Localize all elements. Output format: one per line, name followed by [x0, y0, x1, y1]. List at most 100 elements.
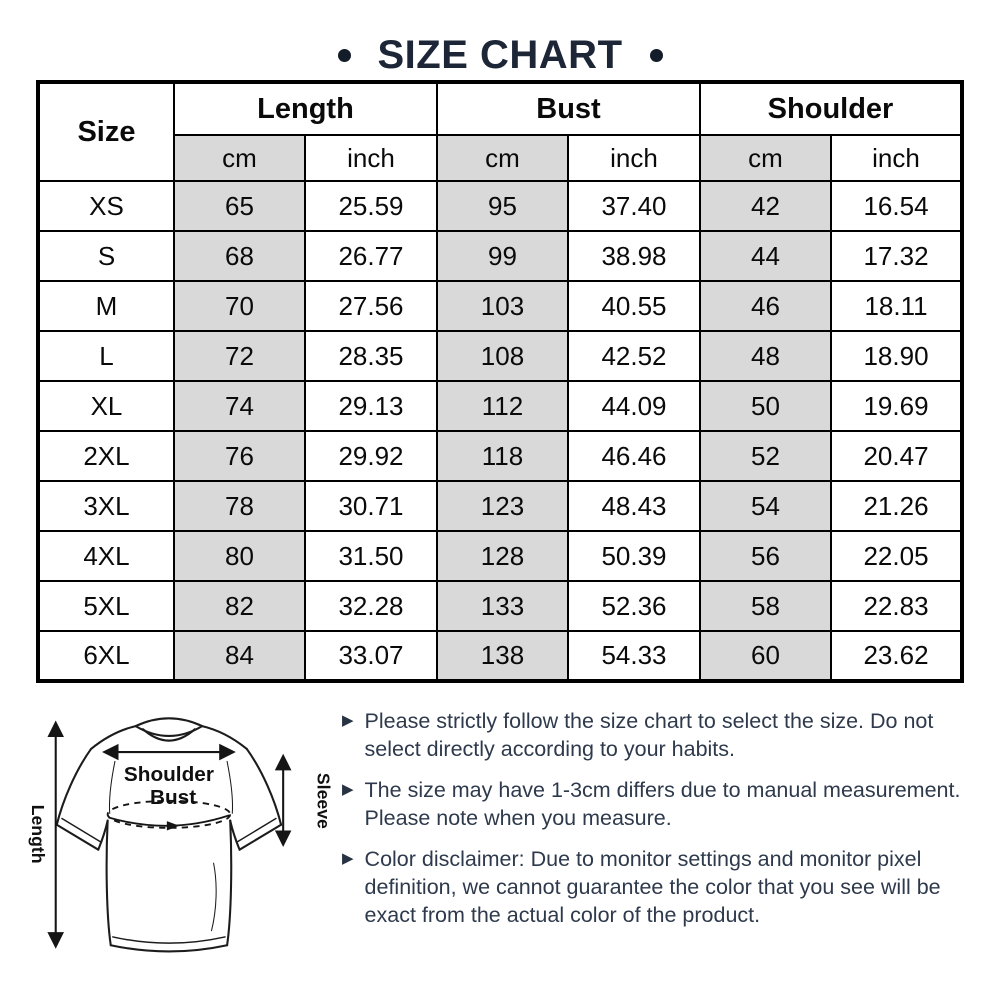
shoulder-inch-cell: 18.90	[829, 330, 964, 382]
length-cm-cell: 80	[172, 530, 306, 582]
shoulder-cm-cell: 42	[699, 180, 832, 232]
unit-header-shoulder-inch: inch	[829, 134, 964, 182]
table-row-s: S 68 26.77 99 38.98 44 17.32	[36, 230, 964, 282]
length-cm-cell: 76	[172, 430, 306, 482]
length-cm-cell: 78	[172, 480, 306, 532]
triangle-bullet-icon: ▶	[342, 781, 354, 798]
bust-cm-cell: 95	[435, 180, 569, 232]
length-inch-cell: 30.71	[303, 480, 438, 532]
bust-cm-cell: 108	[435, 330, 569, 382]
shoulder-inch-cell: 16.54	[829, 180, 964, 232]
length-inch-cell: 27.56	[303, 280, 438, 332]
column-group-bust: Bust	[435, 81, 702, 136]
tshirt-outline-icon	[55, 717, 283, 953]
bust-cm-cell: 118	[435, 430, 569, 482]
title-left-dot-icon	[337, 48, 351, 62]
note-item-color-disclaimer: ▶ Color disclaimer: Due to monitor setti…	[342, 845, 962, 929]
shoulder-cm-cell: 56	[699, 530, 832, 582]
shoulder-cm-cell: 46	[699, 280, 832, 332]
column-group-shoulder: Shoulder	[698, 81, 964, 136]
shoulder-inch-cell: 17.32	[829, 230, 964, 282]
table-row-4xl: 4XL 80 31.50 128 50.39 56 22.05	[36, 530, 964, 582]
bust-cm-cell: 112	[435, 380, 569, 432]
table-group-header-row: Size Length Bust Shoulder	[36, 81, 964, 182]
shoulder-cm-cell: 50	[699, 380, 832, 432]
length-inch-cell: 25.59	[303, 180, 438, 232]
shoulder-cm-cell: 58	[699, 580, 832, 632]
length-inch-cell: 26.77	[303, 230, 438, 282]
length-inch-cell: 29.13	[303, 380, 438, 432]
table-row-l: L 72 28.35 108 42.52 48 18.90	[36, 330, 964, 382]
bust-cm-cell: 138	[435, 630, 569, 682]
bust-inch-cell: 50.39	[566, 530, 702, 582]
bust-inch-cell: 44.09	[566, 380, 702, 432]
table-row-2xl: 2XL 76 29.92 118 46.46 52 20.47	[36, 430, 964, 482]
shoulder-label: Shoulder	[124, 763, 214, 786]
shoulder-inch-cell: 19.69	[829, 380, 964, 432]
table-row-6xl: 6XL 84 33.07 138 54.33 60 23.62	[36, 630, 964, 682]
bust-inch-cell: 40.55	[566, 280, 702, 332]
length-cm-cell: 72	[172, 330, 306, 382]
table-row-xs: XS 65 25.59 95 37.40 42 16.54	[36, 180, 964, 232]
column-header-size: Size	[36, 81, 175, 182]
bust-inch-cell: 37.40	[566, 180, 702, 232]
length-cm-cell: 70	[172, 280, 306, 332]
unit-header-bust-inch: inch	[566, 134, 702, 182]
size-table: Size Length Bust Shoulder cm inch cm inc…	[35, 80, 965, 683]
triangle-bullet-icon: ▶	[342, 850, 354, 867]
bust-cm-cell: 103	[435, 280, 569, 332]
note-item-manual-measurement: ▶ The size may have 1-3cm differs due to…	[342, 776, 962, 832]
bust-inch-cell: 42.52	[566, 330, 702, 382]
length-cm-cell: 84	[172, 630, 306, 682]
triangle-bullet-icon: ▶	[342, 712, 354, 729]
size-cell: S	[36, 230, 175, 282]
bust-inch-cell: 46.46	[566, 430, 702, 482]
unit-header-length-cm: cm	[172, 134, 306, 182]
table-row-5xl: 5XL 82 32.28 133 52.36 58 22.83	[36, 580, 964, 632]
page-header: SIZE CHART	[0, 0, 1000, 80]
shoulder-cm-cell: 60	[699, 630, 832, 682]
length-label: Length	[28, 805, 48, 864]
shoulder-inch-cell: 18.11	[829, 280, 964, 332]
size-cell: 3XL	[36, 480, 175, 532]
bust-cm-cell: 123	[435, 480, 569, 532]
shoulder-cm-cell: 54	[699, 480, 832, 532]
shoulder-inch-cell: 21.26	[829, 480, 964, 532]
unit-header-length-inch: inch	[303, 134, 438, 182]
bust-inch-cell: 48.43	[566, 480, 702, 532]
length-inch-cell: 28.35	[303, 330, 438, 382]
table-unit-header-row: cm inch cm inch cm inch	[38, 134, 964, 182]
length-cm-cell: 68	[172, 230, 306, 282]
length-inch-cell: 31.50	[303, 530, 438, 582]
size-cell: XS	[36, 180, 175, 232]
shoulder-inch-cell: 23.62	[829, 630, 964, 682]
size-cell: M	[36, 280, 175, 332]
bust-inch-cell: 52.36	[566, 580, 702, 632]
shoulder-inch-cell: 22.05	[829, 530, 964, 582]
length-cm-cell: 65	[172, 180, 306, 232]
shoulder-cm-cell: 48	[699, 330, 832, 382]
shoulder-inch-cell: 22.83	[829, 580, 964, 632]
table-row-xl: XL 74 29.13 112 44.09 50 19.69	[36, 380, 964, 432]
size-cell: 2XL	[36, 430, 175, 482]
size-cell: 5XL	[36, 580, 175, 632]
unit-header-shoulder-cm: cm	[699, 134, 832, 182]
note-text: The size may have 1-3cm differs due to m…	[364, 778, 961, 830]
length-inch-cell: 32.28	[303, 580, 438, 632]
bust-inch-cell: 38.98	[566, 230, 702, 282]
note-text: Please strictly follow the size chart to…	[364, 709, 934, 761]
table-row-m: M 70 27.56 103 40.55 46 18.11	[36, 280, 964, 332]
bottom-section: Shoulder Bust Length Sleeve ▶ Please str…	[0, 697, 1000, 998]
length-cm-cell: 74	[172, 380, 306, 432]
length-cm-cell: 82	[172, 580, 306, 632]
notes-list: ▶ Please strictly follow the size chart …	[332, 697, 980, 998]
note-item-size-selection: ▶ Please strictly follow the size chart …	[342, 707, 962, 763]
title-right-dot-icon	[649, 48, 663, 62]
note-text: Color disclaimer: Due to monitor setting…	[364, 847, 941, 927]
length-inch-cell: 29.92	[303, 430, 438, 482]
column-group-length: Length	[172, 81, 438, 136]
size-cell: 4XL	[36, 530, 175, 582]
shoulder-cm-cell: 52	[699, 430, 832, 482]
tshirt-measurement-diagram: Shoulder Bust Length Sleeve	[10, 697, 333, 998]
